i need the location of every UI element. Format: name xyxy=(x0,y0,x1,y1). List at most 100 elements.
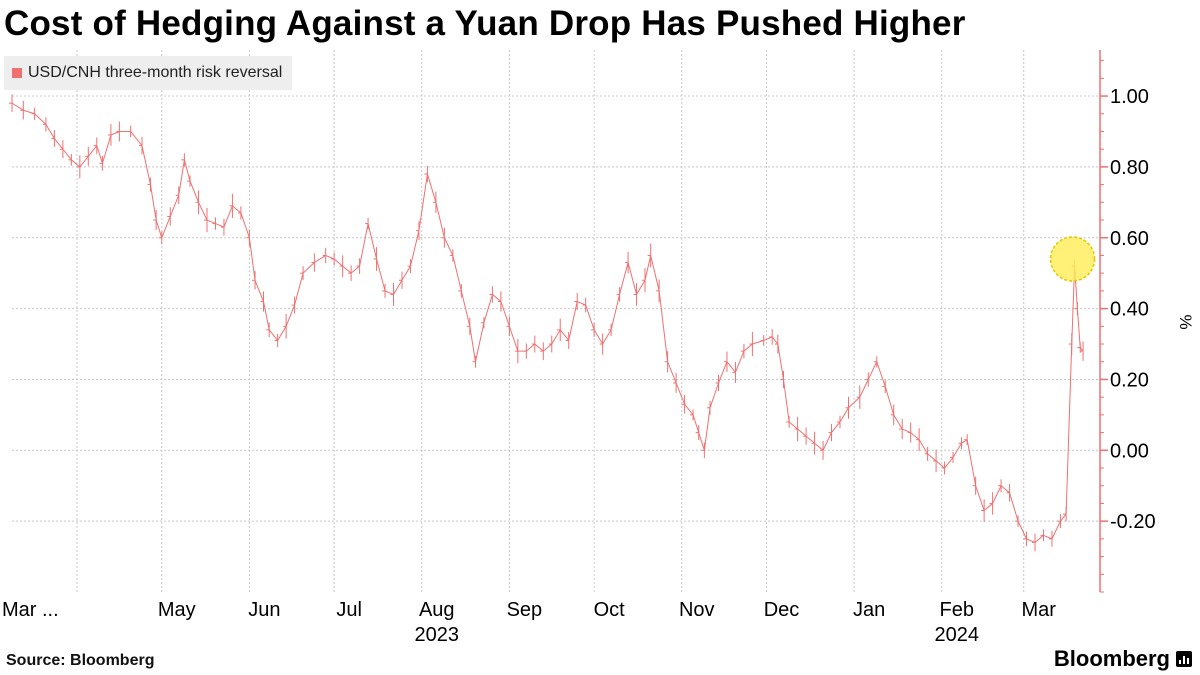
series-segment xyxy=(1065,344,1073,515)
series-segment xyxy=(1026,538,1036,543)
x-tick-label: Jun xyxy=(248,599,280,621)
series-segment xyxy=(302,262,315,274)
series-segment xyxy=(333,258,343,267)
series-segment xyxy=(692,414,700,433)
y-tick-label: 0.00 xyxy=(1110,440,1149,462)
series-segment xyxy=(782,379,790,423)
x-tick-label: Oct xyxy=(594,599,626,621)
series-segment xyxy=(53,138,64,150)
series-segment xyxy=(1043,534,1053,540)
series-segment xyxy=(342,265,352,274)
source-note: Source: Bloomberg xyxy=(6,652,155,669)
x-tick-label: Sep xyxy=(507,599,543,621)
series-segment xyxy=(178,159,185,196)
series-segment xyxy=(884,386,895,416)
series-segment xyxy=(161,216,171,238)
series-segment xyxy=(966,439,977,486)
series-segment xyxy=(268,329,279,341)
series-segment xyxy=(384,290,394,295)
series-segment xyxy=(534,343,544,352)
series-segment xyxy=(1034,534,1044,543)
series-segment xyxy=(169,195,180,217)
series-segment xyxy=(675,382,686,405)
series-segment xyxy=(952,442,962,458)
series-segment xyxy=(752,340,764,345)
x-tick-label: Feb xyxy=(940,599,974,621)
series-segment xyxy=(944,457,954,469)
series-segment xyxy=(426,173,437,203)
y-axis: 1.00 0.80 0.60 0.40 0.20 0.00 -0.20% xyxy=(1099,50,1195,593)
y-tick-label: 0.60 xyxy=(1110,228,1149,250)
x-year-label: 2023 xyxy=(415,624,460,646)
series-segment xyxy=(667,361,677,384)
series-segment xyxy=(1051,520,1061,540)
series-segment xyxy=(435,202,445,238)
series-segment xyxy=(45,124,55,139)
series-segment xyxy=(23,109,35,115)
series-segment xyxy=(983,503,993,511)
series-segment xyxy=(814,442,824,451)
series-usd-cnh-risk-reversal xyxy=(9,94,1084,552)
series-segment xyxy=(96,145,103,164)
series-segment xyxy=(848,396,861,409)
series-segment xyxy=(698,432,705,451)
series-segment xyxy=(263,301,270,330)
series-segment xyxy=(839,407,849,423)
series-segment xyxy=(927,453,937,462)
series-segment xyxy=(294,273,304,306)
series-segment xyxy=(325,255,335,260)
legend: USD/CNH three-month risk reversal xyxy=(4,56,293,90)
series-segment xyxy=(314,255,326,263)
series-segment xyxy=(658,290,669,362)
x-tick-label: Mar xyxy=(1021,599,1056,621)
series-segment xyxy=(918,439,929,455)
chart-title: Cost of Hedging Against a Yuan Drop Has … xyxy=(4,4,966,43)
series-segment xyxy=(11,102,24,111)
series-segment xyxy=(703,407,711,451)
series-segment xyxy=(79,155,89,168)
series-segment xyxy=(223,205,233,228)
legend-swatch xyxy=(12,68,22,78)
series-segment xyxy=(248,237,256,281)
series-segment xyxy=(460,290,471,327)
series-segment xyxy=(602,329,612,345)
series-segment xyxy=(650,255,660,292)
series-segment xyxy=(585,304,595,331)
series-segment xyxy=(961,439,968,444)
x-year-label: 2024 xyxy=(934,624,979,646)
y-axis-label: % xyxy=(1176,314,1195,329)
series-segment xyxy=(859,379,869,398)
series-segment xyxy=(935,460,945,469)
x-tick-label: Jul xyxy=(336,599,362,621)
series-segment xyxy=(526,343,536,352)
series-segment xyxy=(183,159,191,182)
brand-logo: Bloomberg xyxy=(1054,646,1192,672)
series-segment xyxy=(975,485,985,511)
series-segment xyxy=(130,131,143,146)
series-segment xyxy=(277,326,287,341)
series-segment xyxy=(350,265,360,274)
series-segment xyxy=(110,131,120,136)
x-axis-labels: Mar ... May Jun Jul Aug Sep Oct Nov Dec Jan Feb Mar… xyxy=(2,599,1056,646)
series-segment xyxy=(822,432,832,451)
series-segment xyxy=(542,343,553,352)
x-tick-label: Jan xyxy=(853,599,885,621)
series-segment xyxy=(62,148,72,161)
series-segment xyxy=(376,258,386,292)
series-segment xyxy=(831,421,841,433)
series-segment xyxy=(87,145,98,157)
grid-lines xyxy=(12,50,1100,592)
series-segment xyxy=(726,361,736,373)
series-segment xyxy=(1000,485,1010,494)
series-segment xyxy=(788,421,798,430)
series-segment xyxy=(367,223,378,260)
y-tick-label: 0.20 xyxy=(1110,369,1149,391)
series-segment xyxy=(734,350,745,373)
series-segment xyxy=(1060,513,1067,522)
series-segment xyxy=(893,414,903,430)
series-segment xyxy=(198,202,208,221)
series-segment xyxy=(232,205,242,214)
series-segment xyxy=(409,230,420,267)
series-segment xyxy=(141,145,151,185)
series-segment xyxy=(189,180,199,203)
